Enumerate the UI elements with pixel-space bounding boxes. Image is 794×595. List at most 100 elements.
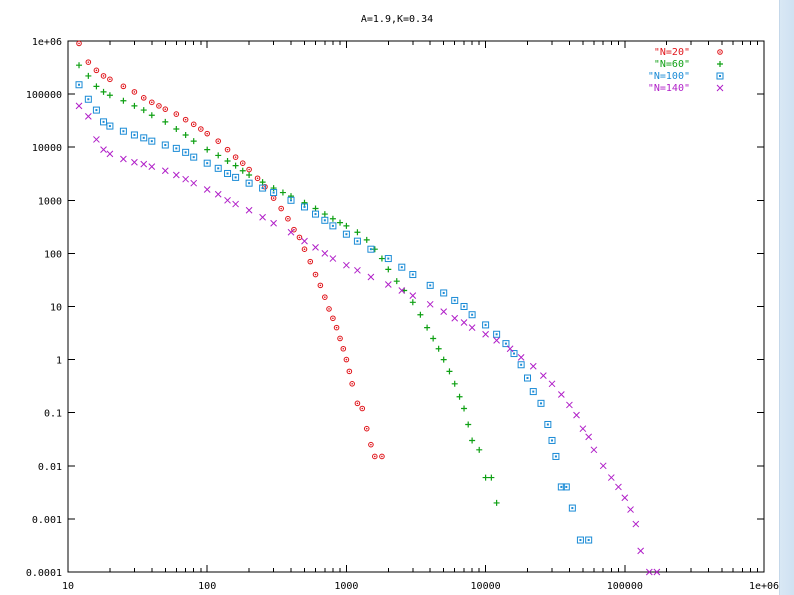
data-point: [92, 106, 100, 114]
data-point: [557, 391, 565, 398]
data-point: [279, 189, 286, 196]
data-point: [291, 226, 297, 233]
data-point: [106, 122, 114, 130]
x-tick-label: 100: [198, 581, 216, 592]
data-point-center: [513, 352, 516, 355]
data-point: [301, 237, 308, 245]
data-point: [354, 266, 361, 274]
data-point: [599, 462, 607, 470]
data-point: [716, 84, 724, 92]
data-point: [130, 131, 138, 139]
data-point: [100, 146, 107, 153]
data-point-center: [309, 260, 312, 263]
data-point-center: [164, 108, 167, 110]
data-point: [93, 67, 100, 74]
data-point-center: [256, 177, 259, 180]
data-point-center: [287, 217, 289, 220]
data-point: [214, 164, 222, 172]
data-point: [716, 72, 724, 80]
data-point: [353, 237, 361, 245]
data-point-center: [142, 97, 145, 99]
data-point: [270, 189, 278, 197]
data-point: [224, 169, 232, 177]
data-point-center: [122, 85, 125, 88]
data-point: [239, 167, 246, 174]
data-point: [329, 255, 337, 262]
data-point-center: [319, 284, 322, 287]
data-point: [548, 436, 556, 444]
data-point: [417, 311, 424, 318]
data-point: [148, 163, 156, 171]
data-point-center: [290, 199, 293, 202]
data-point-center: [248, 182, 251, 185]
data-point: [544, 420, 552, 428]
data-point: [384, 281, 392, 288]
data-point: [307, 258, 314, 265]
data-point: [476, 446, 483, 453]
data-point: [502, 340, 510, 348]
data-point: [409, 292, 417, 300]
data-point-center: [342, 347, 345, 350]
data-point-center: [532, 390, 535, 393]
y-tick-label: 0.0001: [26, 568, 62, 579]
data-point-center: [345, 358, 348, 361]
data-point: [100, 73, 107, 79]
data-point: [368, 441, 374, 448]
data-point: [363, 236, 370, 243]
data-point-center: [369, 248, 372, 251]
data-point-center: [175, 147, 178, 150]
y-tick-label: 10000: [32, 143, 62, 154]
data-point-center: [303, 205, 306, 208]
data-point: [460, 303, 468, 310]
data-point: [378, 255, 385, 262]
data-point-center: [206, 132, 208, 135]
data-point: [239, 160, 246, 166]
data-point: [367, 245, 375, 253]
data-point-center: [87, 61, 90, 63]
data-point: [262, 183, 268, 190]
data-point: [120, 155, 127, 163]
data-point: [329, 222, 337, 230]
data-point: [270, 219, 277, 227]
x-tick-label: 1e+06: [749, 581, 779, 592]
data-point-center: [241, 162, 244, 164]
data-point: [182, 175, 189, 183]
data-point-center: [109, 78, 111, 81]
series-3: [75, 81, 593, 544]
data-point: [140, 95, 147, 101]
data-point: [232, 154, 239, 160]
legend-label: "N=100": [648, 71, 690, 82]
data-point: [246, 166, 252, 173]
data-point: [140, 107, 147, 114]
data-point: [607, 474, 615, 481]
data-point: [451, 380, 458, 387]
data-point: [162, 106, 169, 112]
data-point-center: [348, 370, 351, 373]
data-point: [537, 399, 545, 407]
series-2: [76, 62, 500, 506]
data-point: [379, 453, 385, 460]
data-point: [637, 547, 645, 555]
data-point-center: [546, 423, 549, 426]
data-point: [451, 314, 459, 322]
data-point: [557, 483, 565, 491]
data-point-center: [206, 162, 209, 165]
data-point: [426, 300, 434, 308]
data-point-center: [303, 248, 306, 250]
data-point-center: [453, 299, 456, 302]
data-point: [204, 130, 210, 137]
data-point: [232, 162, 239, 169]
data-point: [278, 205, 284, 212]
data-point-center: [234, 176, 237, 179]
data-point: [224, 157, 231, 164]
data-point: [367, 273, 375, 281]
data-point: [161, 141, 169, 149]
data-point: [359, 405, 366, 412]
data-point-center: [78, 42, 80, 45]
data-point-center: [719, 75, 721, 77]
data-point: [371, 246, 378, 253]
data-point: [540, 372, 547, 379]
data-point: [435, 345, 442, 352]
y-tick-label: 100: [44, 249, 62, 260]
data-point-center: [78, 83, 81, 86]
